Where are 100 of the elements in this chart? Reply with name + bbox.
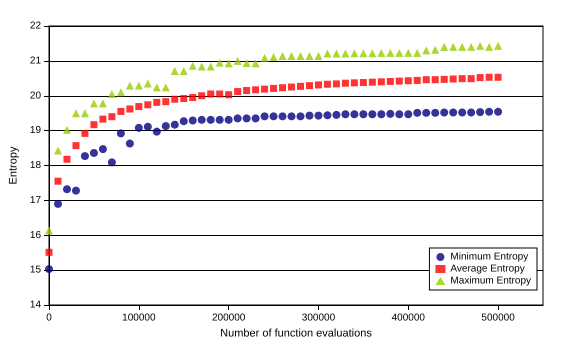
point — [252, 86, 260, 94]
point — [305, 52, 314, 60]
y-tick-label: 17 — [30, 194, 42, 206]
point — [395, 110, 404, 118]
y-tick-label: 16 — [30, 230, 42, 241]
point — [62, 185, 71, 194]
point — [270, 112, 278, 120]
point — [314, 81, 322, 88]
point — [144, 122, 152, 131]
x-tick-label: 300000 — [302, 312, 336, 324]
point — [116, 129, 125, 138]
point — [494, 108, 502, 116]
point — [206, 116, 215, 124]
point — [306, 82, 313, 90]
point — [207, 90, 214, 98]
point — [422, 46, 430, 54]
point — [341, 50, 350, 58]
point — [135, 103, 142, 110]
point — [62, 126, 71, 134]
point — [54, 178, 62, 185]
point — [134, 82, 143, 90]
point — [243, 87, 250, 94]
point — [188, 62, 197, 70]
point — [242, 114, 251, 122]
x-tick-label: 500000 — [481, 312, 516, 324]
point — [360, 78, 367, 86]
point — [216, 90, 224, 98]
point — [234, 114, 242, 122]
point — [224, 116, 233, 124]
point — [288, 84, 296, 91]
point — [458, 75, 466, 82]
legend-label: Minimum Entropy — [450, 252, 528, 262]
point — [314, 52, 322, 60]
point — [431, 108, 440, 117]
point — [242, 58, 251, 67]
point — [260, 54, 269, 62]
x-tick-label: 0 — [46, 312, 52, 324]
point — [378, 78, 385, 86]
point — [98, 145, 107, 154]
point — [72, 109, 80, 118]
point — [422, 108, 430, 117]
point — [134, 124, 143, 132]
point — [188, 116, 197, 125]
point — [450, 76, 457, 83]
point — [90, 99, 98, 108]
y-tick-label: 19 — [30, 125, 42, 136]
x-tick-label: 200000 — [212, 312, 246, 324]
point — [476, 42, 484, 50]
point — [440, 108, 448, 116]
point — [162, 122, 170, 130]
point — [126, 106, 134, 113]
point — [72, 142, 80, 150]
point — [99, 116, 106, 123]
point — [90, 148, 98, 157]
point — [494, 74, 502, 81]
point — [494, 42, 502, 50]
point — [332, 80, 340, 88]
point — [126, 140, 134, 148]
point — [117, 108, 124, 115]
point — [80, 109, 89, 118]
point — [422, 76, 430, 84]
point — [270, 53, 278, 62]
point — [332, 50, 340, 58]
point — [332, 110, 340, 119]
y-tick-label: 22 — [30, 20, 42, 32]
point — [485, 108, 494, 116]
point — [90, 121, 98, 128]
point — [342, 80, 349, 87]
point — [170, 120, 179, 129]
point — [396, 78, 403, 85]
point — [54, 146, 62, 155]
point — [72, 186, 80, 195]
point — [152, 128, 161, 136]
point — [288, 112, 296, 120]
point — [449, 108, 458, 116]
point — [63, 156, 70, 163]
point — [404, 48, 412, 57]
point — [296, 52, 304, 60]
y-tick-label: 20 — [30, 90, 42, 102]
point — [486, 74, 493, 81]
point — [216, 116, 224, 124]
point — [404, 110, 412, 118]
point — [206, 62, 215, 70]
point — [395, 48, 404, 57]
point — [476, 108, 484, 116]
y-tick-label: 15 — [30, 264, 42, 276]
point — [270, 84, 278, 92]
point — [260, 112, 269, 120]
point — [305, 112, 314, 120]
y-tick-label: 18 — [30, 160, 42, 171]
y-tick-label: 21 — [30, 55, 42, 66]
point — [368, 110, 376, 118]
point — [440, 76, 448, 83]
point — [180, 66, 188, 75]
point — [386, 48, 394, 57]
point — [252, 59, 260, 68]
point — [126, 82, 134, 90]
point — [485, 42, 494, 51]
point — [368, 49, 376, 58]
point — [54, 200, 62, 208]
